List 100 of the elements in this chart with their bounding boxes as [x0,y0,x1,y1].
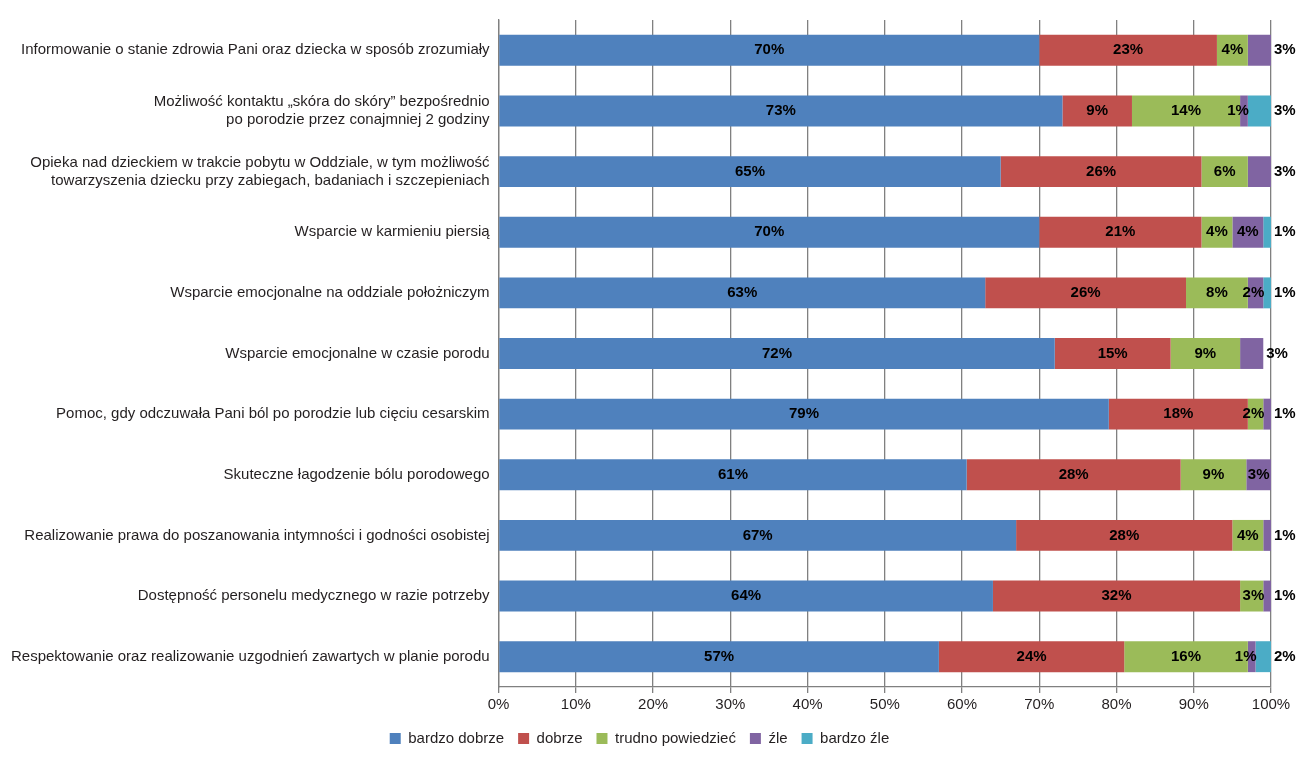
bar [1062,95,1132,127]
bar [1263,398,1271,430]
data-label: 70% [754,40,785,58]
data-label: 3% [1274,161,1296,179]
data-label: 14% [1171,101,1202,119]
data-label: 70% [754,222,785,240]
data-label: 1% [1274,404,1296,422]
bar [1170,338,1241,369]
y-tick-label: Dostępność personelu medycznego w razie potrzeby [137,586,491,604]
data-label: 4% [1206,222,1228,240]
y-tick-label: Wsparcie w karmieniu piersią [294,222,491,240]
bar [1263,216,1271,248]
data-label: 1% [1274,525,1296,543]
bar [1016,519,1233,551]
legend-label: źle [768,728,788,746]
data-label: 1% [1274,283,1296,300]
data-label: 4% [1221,40,1244,58]
x-tick-label: 100% [1251,695,1291,713]
data-label: 3% [1242,586,1265,604]
data-label: 9% [1194,343,1217,361]
data-label: 16% [1171,646,1202,664]
x-tick-label: 60% [947,695,978,713]
data-label: 8% [1206,283,1228,300]
bar [1000,156,1202,188]
y-tick-label: Informowanie o stanie zdrowia Pani oraz dziecka w sposób zrozumiały [21,40,491,58]
data-label: 32% [1101,586,1132,604]
bar [499,641,939,673]
data-label: 24% [1016,646,1047,664]
data-label: 26% [1086,161,1117,179]
bar [1247,156,1271,188]
bar [1180,459,1247,491]
data-label: 2% [1274,646,1296,664]
bar [499,580,993,612]
bar [1263,277,1271,309]
data-label: 6% [1213,161,1236,179]
data-label: 3% [1274,101,1296,119]
y-tick-label: Wsparcie emocjonalne na oddziale położniczym [170,283,490,300]
bar [499,34,1040,66]
data-label: 1% [1274,586,1296,604]
data-label: 18% [1163,404,1194,422]
data-label: 57% [704,646,735,664]
bar [1054,338,1171,369]
x-tick-label: 50% [869,695,900,713]
data-label: 65% [734,161,765,179]
data-label: 4% [1236,525,1259,543]
bar [1039,34,1217,66]
y-tick-label: Respektowanie oraz realizowanie uzgodnień zawartych w planie porodu [10,646,490,664]
data-label: 3% [1266,343,1288,361]
data-label: 21% [1105,222,1136,240]
data-label: 64% [731,586,762,604]
bar [499,156,1001,188]
x-tick-label: 10% [560,695,591,713]
bar [499,459,967,491]
data-label: 28% [1058,464,1089,482]
data-label: 72% [761,343,793,361]
data-label: 73% [765,101,796,119]
data-label: 23% [1113,40,1144,58]
data-label: 9% [1086,101,1109,119]
x-tick-label: 80% [1101,695,1132,713]
x-tick-label: 20% [638,695,669,713]
data-label: 15% [1097,343,1128,361]
y-tick-label: Opieka nad dzieckiem w trakcie pobytu w Oddziale, w tym możliwość towarzyszenia dziecku przy zabiegach, badaniach i szczepieniach [30,152,491,188]
bar [1039,216,1202,248]
bar [1263,580,1271,612]
bar [1201,156,1248,188]
y-tick-label: Realizowanie prawa do poszanowania intymności i godności osobistej [24,525,490,543]
y-tick-label: Pomoc, gdy odczuwała Pani ból po porodzie lub cięciu cesarskim [56,404,490,422]
data-label: 3% [1247,464,1270,482]
bar [499,398,1109,430]
bar [938,641,1125,673]
data-label: 63% [727,283,758,300]
legend-label: trudno powiedzieć [614,728,737,746]
bar [499,216,1040,248]
data-label: 1% [1274,222,1296,240]
y-tick-label: Możliwość kontaktu „skóra do skóry” bezpośrednio po porodzie przez conajmniej 2 godziny [153,92,491,128]
data-label: 67% [742,525,773,543]
y-tick-label: Skuteczne łagodzenie bólu porodowego [223,464,490,482]
bar [985,277,1187,309]
data-label: 26% [1070,283,1101,300]
bar [499,338,1055,369]
x-tick-label: 70% [1024,695,1055,713]
legend-label: bardzo źle [820,728,890,746]
data-label: 28% [1109,525,1140,543]
data-label: 4% [1236,222,1259,240]
data-label: 3% [1274,40,1296,58]
bar [966,459,1181,491]
y-tick-label: Wsparcie emocjonalne w czasie porodu [225,343,490,361]
bar [499,95,1063,127]
legend-label: dobrze [536,728,583,746]
bar [1255,641,1271,673]
data-label: 79% [789,404,820,422]
x-tick-label: 90% [1178,695,1209,713]
x-tick-label: 30% [715,695,746,713]
bar [1263,519,1271,551]
bar [499,277,986,309]
x-tick-label: 0% [487,695,510,713]
bar [499,519,1017,551]
bar [1240,338,1264,369]
x-tick-label: 40% [792,695,823,713]
legend-label: bardzo dobrze [408,728,505,746]
